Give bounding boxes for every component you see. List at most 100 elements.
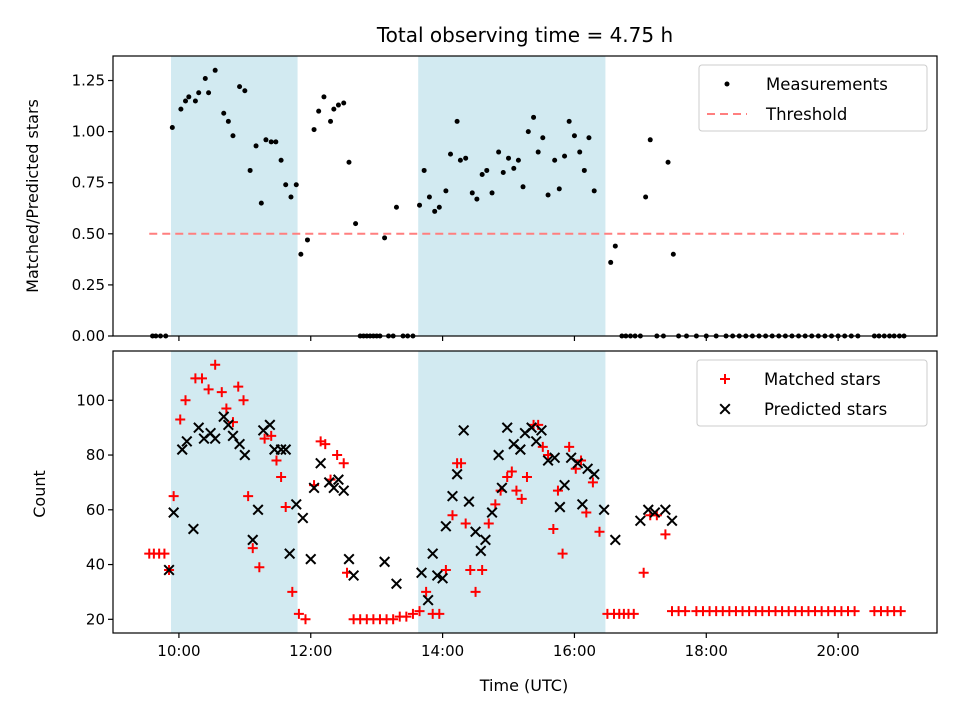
measurement-point <box>298 251 304 257</box>
measurement-point <box>293 182 299 188</box>
measurement-point <box>540 135 546 141</box>
predicted-star-point <box>252 504 264 516</box>
predicted-star-point <box>549 452 561 464</box>
matched-star-point <box>259 433 270 444</box>
predicted-star-point <box>343 553 355 565</box>
y-tick-label: 0.50 <box>72 225 105 243</box>
matched-star-point <box>233 381 244 392</box>
predicted-star-point <box>446 490 458 502</box>
matched-star-point <box>552 485 563 496</box>
measurement-point <box>278 157 284 163</box>
measurement-point <box>253 143 259 149</box>
matched-star-point <box>401 611 412 622</box>
measurement-point <box>426 194 432 200</box>
measurement-point <box>577 149 583 155</box>
matched-star-point <box>456 458 467 469</box>
measurement-point <box>535 149 541 155</box>
predicted-star-point <box>168 507 180 519</box>
measurement-point <box>496 149 502 155</box>
matched-star-point <box>159 548 170 559</box>
measurement-point <box>670 251 676 257</box>
measurement-point <box>612 243 618 249</box>
predicted-star-point <box>422 594 434 606</box>
matched-star-point <box>238 395 249 406</box>
matched-star-point <box>521 471 532 482</box>
measurement-point <box>237 84 243 90</box>
matched-star-point <box>320 439 331 450</box>
y-tick-label: 0.25 <box>72 276 105 294</box>
measurement-point <box>511 165 517 171</box>
predicted-star-point <box>458 424 470 436</box>
predicted-star-point <box>530 435 542 447</box>
measurement-point <box>178 106 184 112</box>
matched-star-point <box>414 606 425 617</box>
predicted-star-point <box>642 504 654 516</box>
predicted-star-point <box>297 512 309 524</box>
legend-predicted-marker <box>719 403 731 415</box>
predicted-star-point <box>554 501 566 513</box>
matched-star-point <box>594 526 605 537</box>
measurement-point <box>520 184 526 190</box>
predicted-star-point <box>193 422 205 434</box>
matched-star-point <box>660 529 671 540</box>
measurement-point <box>206 90 212 96</box>
measurement-point <box>263 137 269 143</box>
measurement-point <box>581 167 587 173</box>
matched-star-point <box>280 502 291 513</box>
measurement-point <box>221 110 227 116</box>
predicted-star-point <box>559 479 571 491</box>
measurement-point <box>393 204 399 210</box>
matched-star-point <box>243 491 254 502</box>
measurement-point <box>506 155 512 161</box>
predicted-star-point <box>427 548 439 560</box>
measurement-point <box>353 221 359 227</box>
predicted-star-point <box>264 419 276 431</box>
predicted-star-point <box>437 572 449 584</box>
matched-star-point <box>254 562 265 573</box>
y-tick-label: 40 <box>86 556 105 574</box>
predicted-star-point <box>451 468 463 480</box>
matched-star-point <box>338 458 349 469</box>
measurement-point <box>515 157 521 163</box>
measurement-point <box>341 100 347 106</box>
matched-star-point <box>247 543 258 554</box>
measurement-point <box>562 153 568 159</box>
legend-label: Predicted stars <box>764 400 887 419</box>
shaded-interval-1 <box>171 351 298 633</box>
measurement-point <box>196 90 202 96</box>
predicted-star-point <box>463 496 475 508</box>
predicted-star-point <box>328 482 340 494</box>
predicted-star-point <box>181 435 193 447</box>
measurement-point <box>436 204 442 210</box>
matched-star-point <box>216 387 227 398</box>
matched-star-point <box>502 471 513 482</box>
measurement-point <box>382 235 388 241</box>
y-tick-label: 1.25 <box>72 72 105 90</box>
predicted-star-point <box>280 444 292 456</box>
axes-frame <box>112 55 938 337</box>
measurement-point <box>556 186 562 192</box>
measurement-point <box>454 118 460 124</box>
matched-star-point <box>440 565 451 576</box>
measurement-point <box>608 259 614 265</box>
predicted-star-point <box>305 553 317 565</box>
legend: Matched stars Predicted stars <box>696 359 928 427</box>
predicted-star-point <box>493 449 505 461</box>
legend-box <box>696 359 928 427</box>
matched-star-point <box>287 586 298 597</box>
series-predicted-stars <box>163 411 678 606</box>
predicted-star-point <box>572 457 584 469</box>
predicted-star-point <box>218 411 230 423</box>
matched-star-point <box>227 417 238 428</box>
measurement-point <box>566 118 572 124</box>
matched-star-point <box>895 606 906 617</box>
measurement-point <box>321 94 327 100</box>
measurement-point <box>417 202 423 208</box>
measurement-point <box>531 114 537 120</box>
measurement-point <box>665 159 671 165</box>
legend-box <box>698 64 928 132</box>
shaded-interval-2 <box>418 56 606 336</box>
measurement-point <box>432 208 438 214</box>
predicted-star-point <box>526 422 538 434</box>
